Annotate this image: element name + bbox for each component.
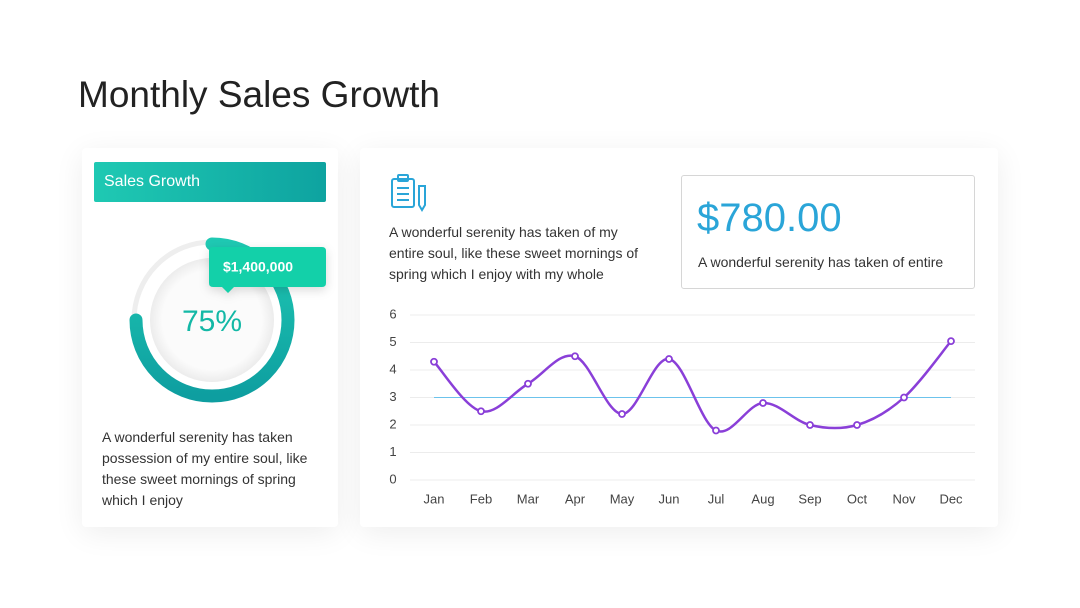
point [571,352,579,361]
badge-label: $1,400,000 [223,259,293,275]
point [524,379,532,388]
point [665,355,673,363]
y-tick-label: 1 [389,444,396,459]
card-text: A wonderful serenity has taken possessio… [102,429,308,508]
point [477,407,485,416]
y-tick-label: 5 [389,334,396,349]
point [806,421,814,429]
x-tick-label: May [610,491,635,506]
card-header: Sales Growth [94,162,326,202]
point [759,399,767,407]
point [900,393,908,402]
x-tick-label: Dec [939,491,963,506]
stat-value: $780.00 [697,196,842,240]
y-tick-label: 6 [389,306,396,321]
point [618,410,626,418]
right-card [360,148,998,527]
y-tick-label: 3 [389,389,396,404]
stat-box [681,175,975,289]
x-tick-label: Sep [798,491,821,506]
point [712,426,720,435]
page-title: Monthly Sales Growth [78,74,440,115]
gauge-disc [150,258,274,382]
point [853,421,861,429]
x-tick-label: Oct [847,491,868,506]
card-text: A wonderful serenity has taken of my ent… [389,224,639,282]
x-tick-label: Mar [517,491,540,506]
line [433,340,952,433]
y-tick-label: 4 [389,361,396,376]
stat-caption: A wonderful serenity has taken of entire [698,254,944,270]
x-tick-label: Apr [565,491,586,506]
y-tick-label: 0 [389,471,396,486]
gauge-label: 75% [182,305,242,338]
point [947,337,955,346]
x-tick-label: Aug [751,491,774,506]
x-tick-label: Jul [708,491,725,506]
y-tick-label: 2 [389,416,396,431]
x-tick-label: Jun [659,491,680,506]
clipboard-icon [391,174,426,212]
x-tick-label: Feb [470,491,492,506]
badge [209,247,326,293]
point [430,357,438,366]
x-tick-label: Jan [424,491,445,506]
x-tick-label: Nov [892,491,916,506]
